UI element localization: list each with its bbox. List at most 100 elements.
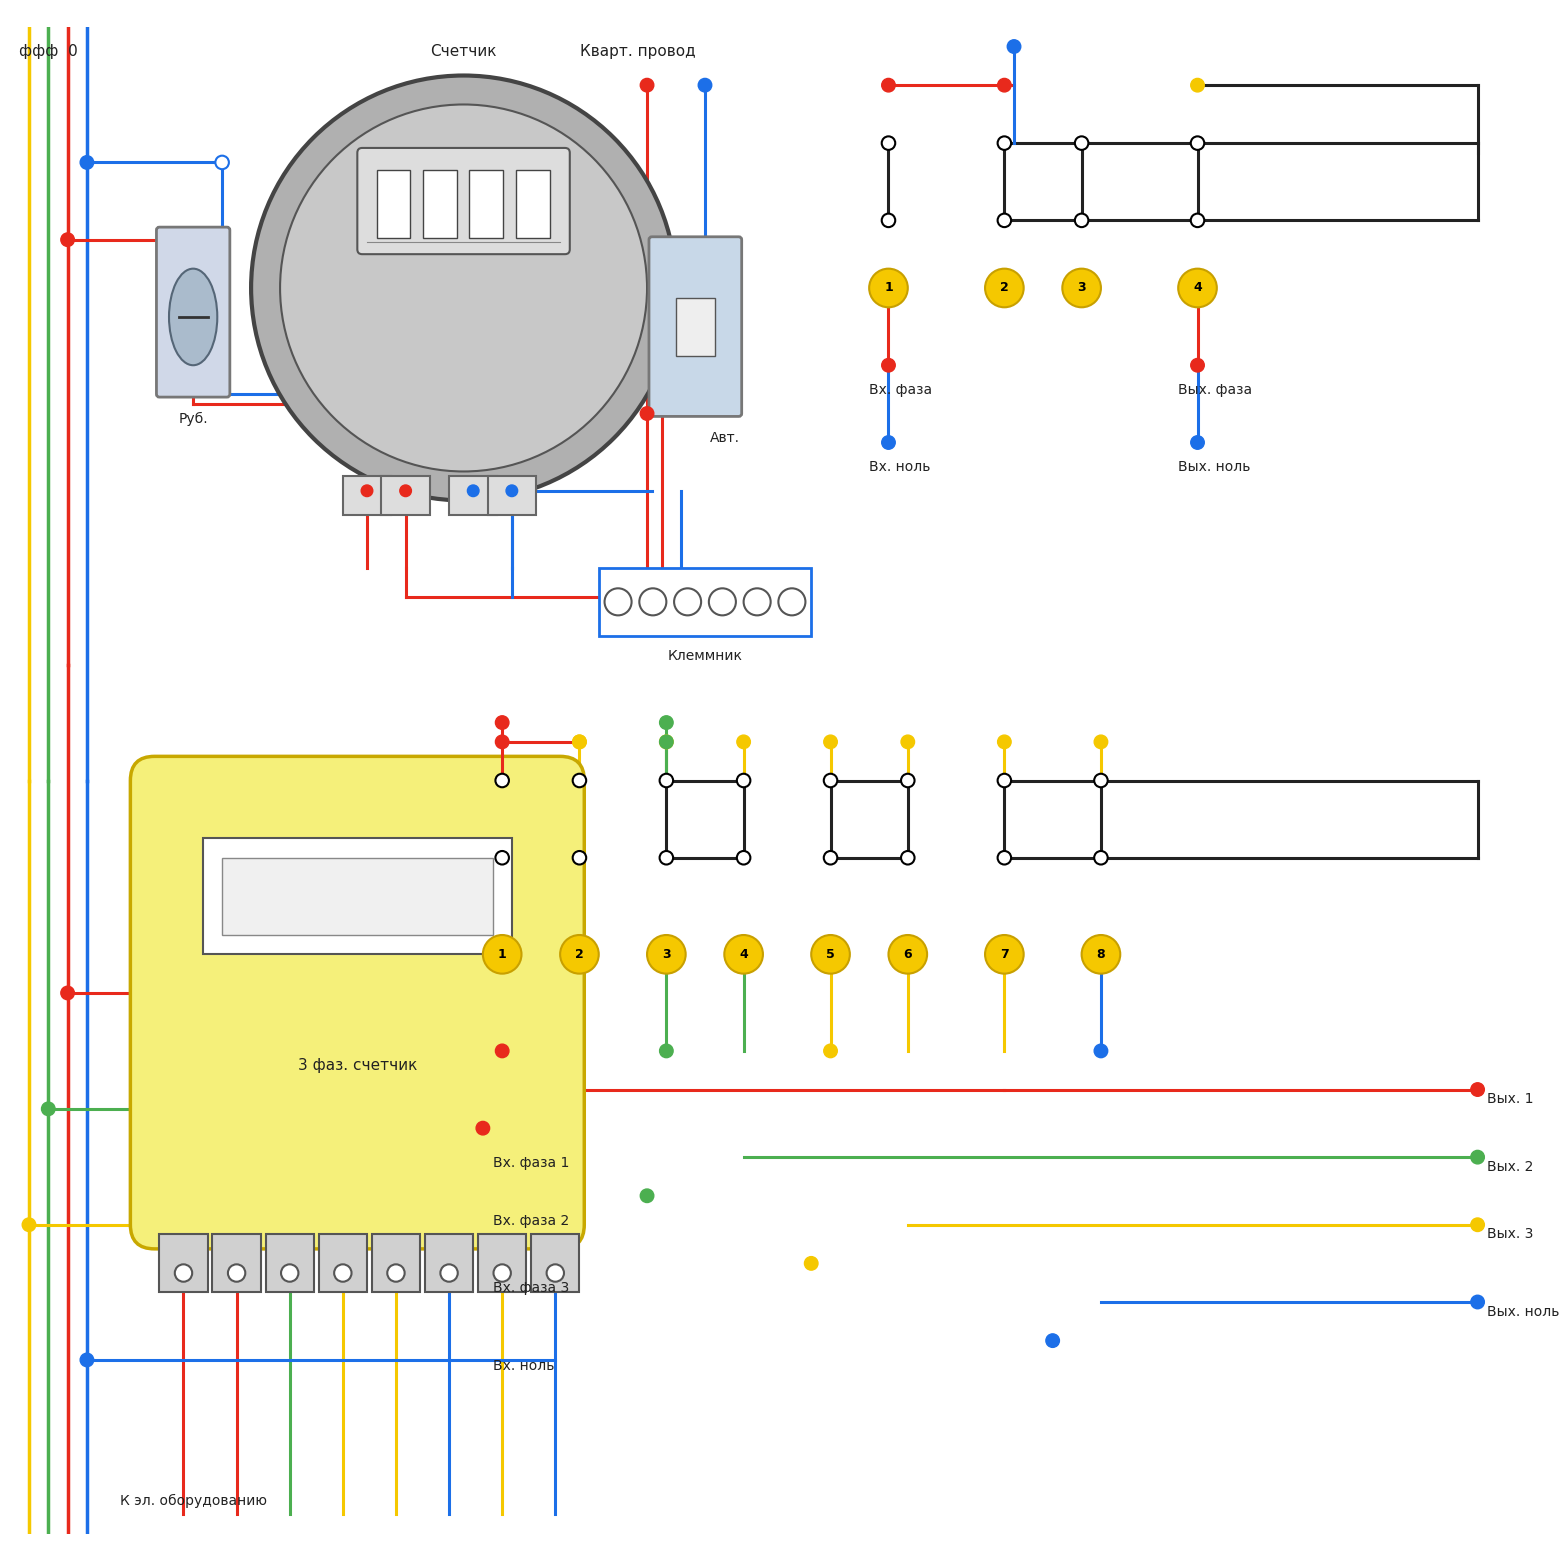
Text: 3: 3 xyxy=(1078,281,1086,295)
Circle shape xyxy=(215,156,229,169)
Circle shape xyxy=(476,1121,490,1135)
Circle shape xyxy=(708,588,736,615)
Circle shape xyxy=(61,987,75,999)
Text: 7: 7 xyxy=(1000,948,1009,962)
Text: 6: 6 xyxy=(903,948,913,962)
Text: 4: 4 xyxy=(739,948,747,962)
Circle shape xyxy=(1094,1044,1108,1058)
Text: Вх. фаза: Вх. фаза xyxy=(869,382,933,396)
Text: Счетчик: Счетчик xyxy=(431,44,496,59)
Circle shape xyxy=(889,935,927,974)
Text: Вых. 2: Вых. 2 xyxy=(1487,1160,1533,1174)
Circle shape xyxy=(1045,1333,1059,1347)
Circle shape xyxy=(573,851,587,865)
Circle shape xyxy=(281,1264,298,1282)
Text: Вых. 1: Вых. 1 xyxy=(1487,1093,1533,1107)
Bar xyxy=(599,568,811,635)
Circle shape xyxy=(1094,851,1108,865)
Circle shape xyxy=(724,935,763,974)
Circle shape xyxy=(881,78,895,92)
Circle shape xyxy=(736,851,750,865)
Circle shape xyxy=(640,1189,654,1202)
Text: Клеммник: Клеммник xyxy=(668,649,743,663)
Circle shape xyxy=(640,588,666,615)
FancyBboxPatch shape xyxy=(649,237,741,417)
Circle shape xyxy=(997,214,1011,228)
Bar xyxy=(488,476,537,515)
Text: Вх. фаза 1: Вх. фаза 1 xyxy=(493,1155,569,1169)
Circle shape xyxy=(811,935,850,974)
Circle shape xyxy=(42,1102,55,1116)
Text: Вых. ноль: Вых. ноль xyxy=(1487,1305,1560,1319)
Circle shape xyxy=(468,485,479,496)
Circle shape xyxy=(1190,214,1204,228)
Text: 5: 5 xyxy=(827,948,835,962)
Bar xyxy=(343,476,392,515)
Bar xyxy=(222,857,493,935)
Circle shape xyxy=(881,436,895,450)
Circle shape xyxy=(660,851,672,865)
Circle shape xyxy=(1062,268,1101,308)
Circle shape xyxy=(61,233,75,247)
FancyBboxPatch shape xyxy=(156,228,229,396)
Circle shape xyxy=(881,136,895,150)
Circle shape xyxy=(1190,436,1204,450)
Text: 1: 1 xyxy=(498,948,507,962)
Circle shape xyxy=(573,735,587,749)
Text: Вх. фаза 2: Вх. фаза 2 xyxy=(493,1214,569,1229)
Bar xyxy=(424,1235,473,1293)
Bar xyxy=(516,170,549,237)
Text: 3 фаз. счетчик: 3 фаз. счетчик xyxy=(298,1058,417,1074)
Bar xyxy=(265,1235,314,1293)
Text: Вых. фаза: Вых. фаза xyxy=(1178,382,1253,396)
Circle shape xyxy=(902,735,914,749)
Circle shape xyxy=(484,935,521,974)
Bar xyxy=(675,298,714,356)
Circle shape xyxy=(660,774,672,787)
Text: Вых. 3: Вых. 3 xyxy=(1487,1227,1533,1241)
Circle shape xyxy=(660,716,672,729)
Circle shape xyxy=(496,774,509,787)
Text: Вх. ноль: Вх. ноль xyxy=(869,460,930,475)
Text: 4: 4 xyxy=(1193,281,1201,295)
Circle shape xyxy=(984,268,1023,308)
Circle shape xyxy=(560,935,599,974)
Circle shape xyxy=(573,774,587,787)
Circle shape xyxy=(824,735,838,749)
Circle shape xyxy=(736,774,750,787)
Bar xyxy=(423,170,457,237)
Circle shape xyxy=(824,774,838,787)
Circle shape xyxy=(1094,774,1108,787)
Circle shape xyxy=(902,774,914,787)
Circle shape xyxy=(640,78,654,92)
Circle shape xyxy=(902,851,914,865)
Bar xyxy=(203,838,512,954)
Text: 1: 1 xyxy=(885,281,892,295)
Bar xyxy=(371,1235,420,1293)
Circle shape xyxy=(1471,1150,1484,1165)
Circle shape xyxy=(674,588,700,615)
Circle shape xyxy=(493,1264,510,1282)
Circle shape xyxy=(1190,136,1204,150)
Text: Вх. фаза 3: Вх. фаза 3 xyxy=(493,1282,569,1296)
Circle shape xyxy=(736,735,750,749)
FancyBboxPatch shape xyxy=(131,757,585,1249)
Circle shape xyxy=(881,359,895,372)
Circle shape xyxy=(1075,214,1089,228)
Circle shape xyxy=(362,485,373,496)
Text: 3: 3 xyxy=(661,948,671,962)
Circle shape xyxy=(1471,1296,1484,1308)
Circle shape xyxy=(824,1044,838,1058)
Text: Кварт. провод: Кварт. провод xyxy=(580,44,696,59)
Circle shape xyxy=(640,407,654,420)
Circle shape xyxy=(824,851,838,865)
Circle shape xyxy=(496,716,509,729)
Circle shape xyxy=(1008,39,1020,53)
Circle shape xyxy=(22,1218,36,1232)
Bar xyxy=(376,170,410,237)
Text: Вых. ноль: Вых. ноль xyxy=(1178,460,1251,475)
Circle shape xyxy=(1081,935,1120,974)
Bar xyxy=(382,476,429,515)
Circle shape xyxy=(505,485,518,496)
Text: Авт.: Авт. xyxy=(710,431,739,445)
